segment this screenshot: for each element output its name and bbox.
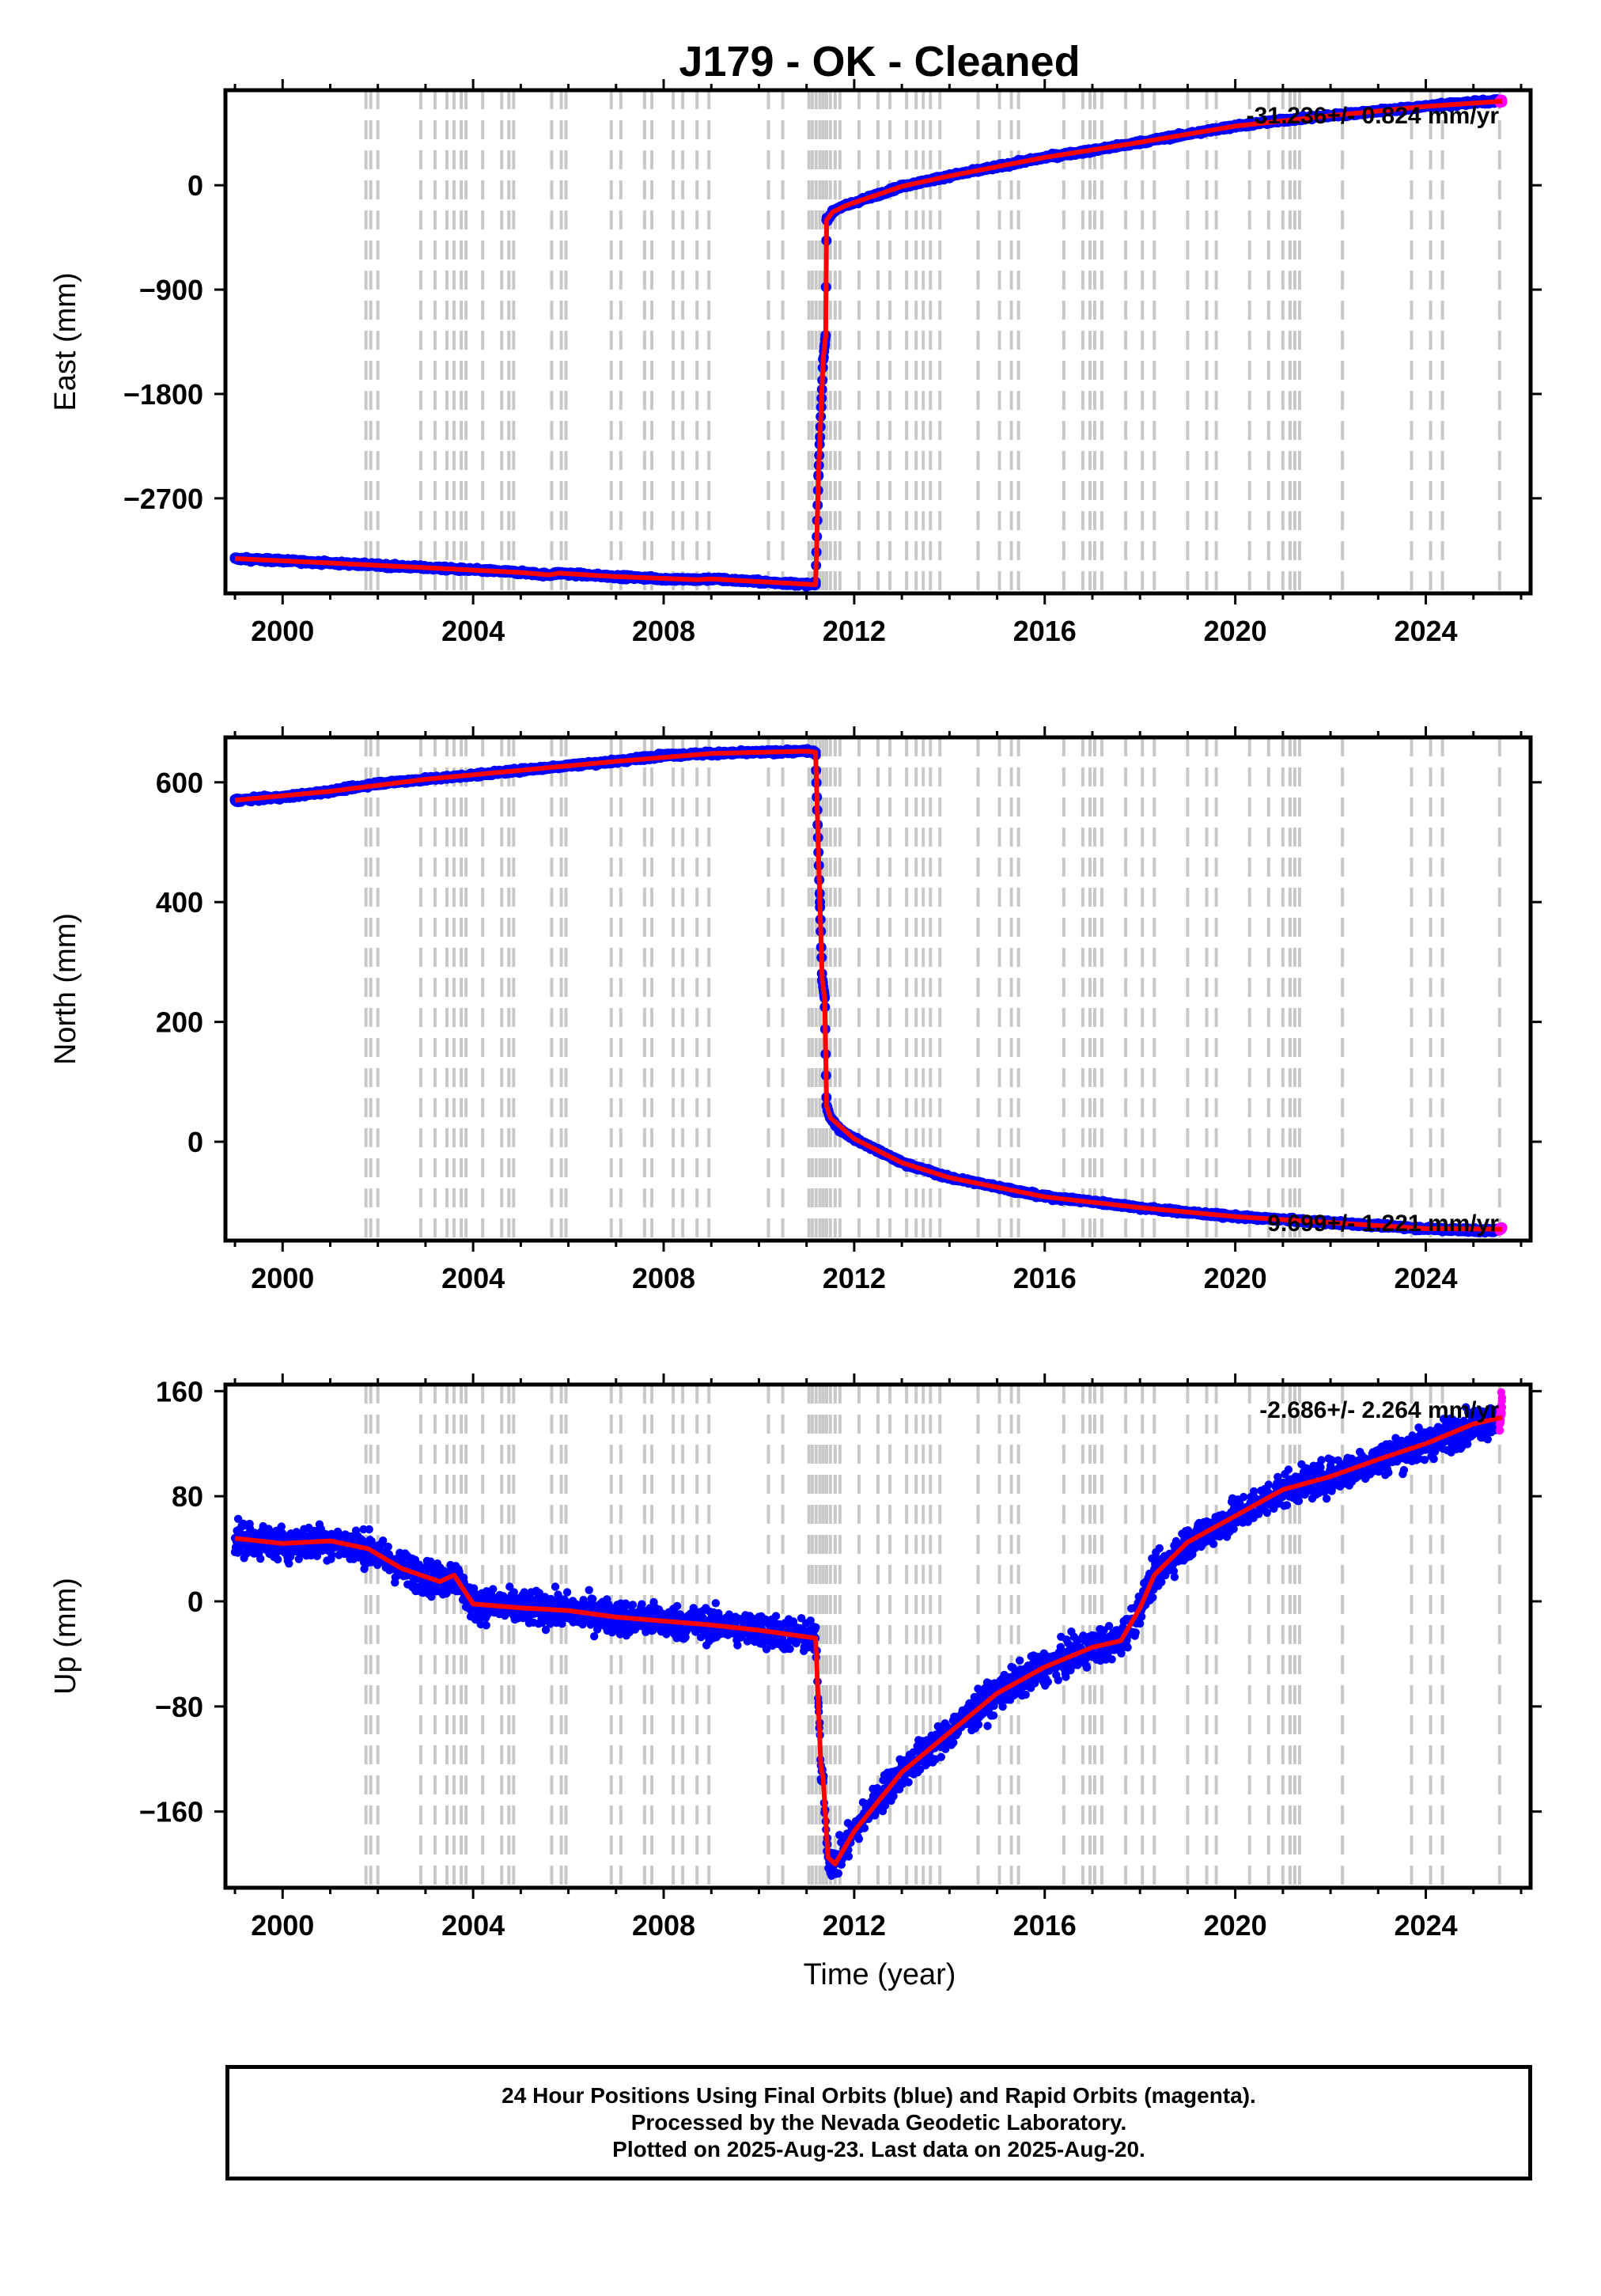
panel-1: 2000 2004 2008 2012 2016 2020 2024 0 −900 −1800 −2…: [49, 79, 1542, 647]
model-line: [234, 98, 1503, 587]
y-tick-label: −2700: [123, 483, 203, 515]
x-tick-label: 2000: [251, 615, 314, 647]
y-axis-label: East (mm): [49, 272, 82, 411]
y-tick-label: −900: [139, 274, 203, 306]
figure-title: J179 - OK - Cleaned: [679, 38, 1080, 85]
x-tick-label: 2012: [823, 615, 886, 647]
x-tick-label: 2020: [1204, 615, 1267, 647]
rate-annotation: -31.236+/- 0.824 mm/yr: [1247, 103, 1500, 129]
plot-area: [229, 90, 1508, 593]
plot-area: [229, 737, 1508, 1241]
panel-frame: [223, 88, 1533, 596]
panel-2: 2000 2004 2008 2012 2016 2020 20246004002000No…: [49, 726, 1542, 1294]
y-tick-label: 0: [187, 169, 203, 202]
x-tick-label: 2004: [441, 615, 505, 647]
x-tick-label: 2024: [1394, 615, 1457, 647]
y-tick-label: −1800: [123, 378, 203, 411]
panels-group: 2000 2004 2008 2012 2016 2020 2024 0 −900 −1800 −2…: [49, 79, 1542, 1942]
x-tick-label: 2016: [1013, 615, 1077, 647]
x-tick-label: 2008: [632, 615, 695, 647]
